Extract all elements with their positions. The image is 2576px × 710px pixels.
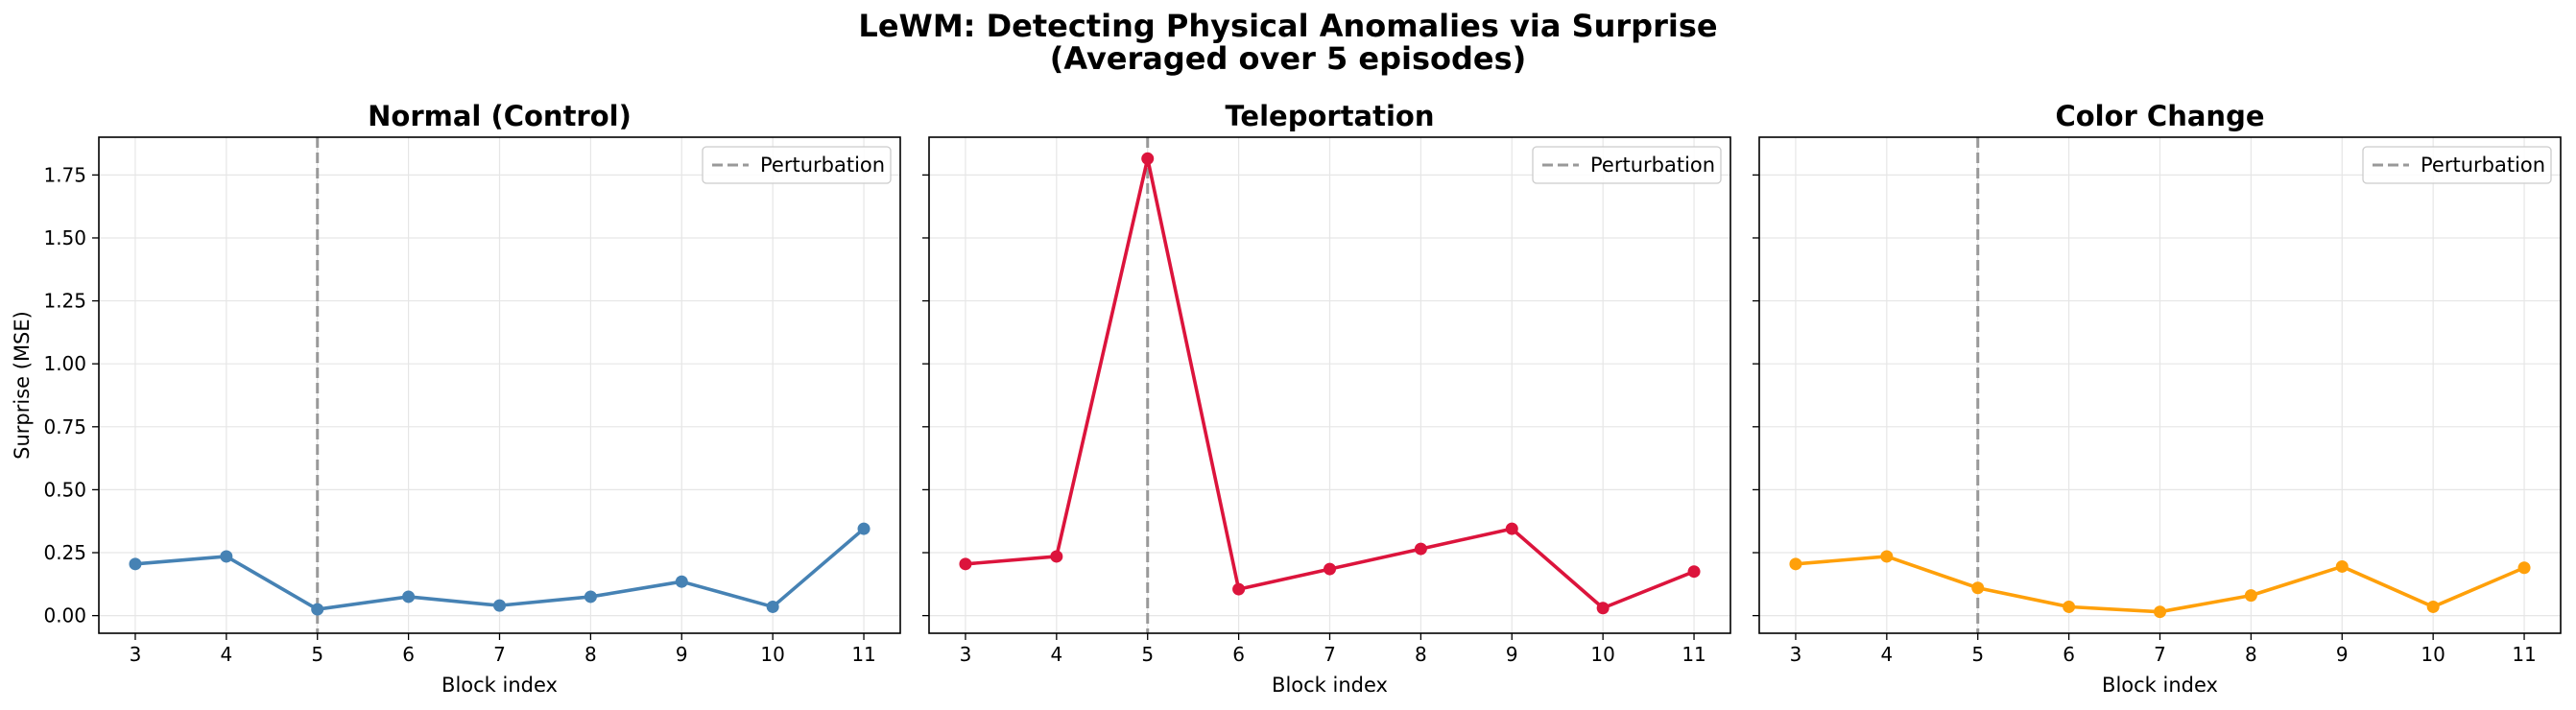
data-point bbox=[584, 590, 597, 604]
data-point bbox=[2335, 559, 2349, 573]
x-tick-label: 3 bbox=[960, 643, 972, 666]
data-point bbox=[675, 575, 688, 588]
legend-label: Perturbation bbox=[2421, 154, 2545, 177]
axes-frame bbox=[928, 136, 1731, 634]
data-point bbox=[1505, 522, 1518, 535]
x-tick-label: 10 bbox=[2421, 643, 2445, 666]
axes-frame bbox=[98, 136, 901, 634]
data-point bbox=[220, 550, 233, 563]
figure-title-line-1: LeWM: Detecting Physical Anomalies via S… bbox=[858, 8, 1717, 44]
data-point bbox=[959, 557, 972, 571]
figure-title-line-2: (Averaged over 5 episodes) bbox=[1050, 40, 1527, 77]
data-point bbox=[857, 522, 871, 535]
x-tick-label: 7 bbox=[2154, 643, 2166, 666]
data-point bbox=[1050, 550, 1063, 563]
data-point bbox=[493, 599, 506, 612]
data-point bbox=[2063, 600, 2076, 613]
x-tick-label: 6 bbox=[1232, 643, 1245, 666]
grid bbox=[1759, 137, 2561, 633]
grid bbox=[929, 137, 1730, 633]
data-point bbox=[1596, 602, 1610, 615]
x-tick-label: 4 bbox=[1880, 643, 1893, 666]
x-tick-label: 4 bbox=[1050, 643, 1062, 666]
data-point bbox=[766, 600, 779, 613]
x-tick-label: 5 bbox=[1971, 643, 1984, 666]
legend-box bbox=[1532, 146, 1722, 184]
x-tick-label: 8 bbox=[1415, 643, 1427, 666]
y-tick-label: 1.50 bbox=[43, 226, 86, 249]
y-axis-label: Surprise (MSE) bbox=[11, 311, 34, 460]
y-tick-label: 1.00 bbox=[43, 352, 86, 375]
legend: Perturbation bbox=[1532, 146, 1722, 184]
x-tick-label: 3 bbox=[130, 643, 142, 666]
data-point bbox=[2517, 561, 2531, 575]
legend-label: Perturbation bbox=[1590, 154, 1715, 177]
legend-box bbox=[2362, 146, 2552, 184]
y-tick-label: 0.00 bbox=[43, 604, 86, 627]
panel-teleportation: 3 4 5 6 7 8 9 10 11 Teleportation Block index Pertu… bbox=[922, 100, 1731, 697]
x-tick-label: 9 bbox=[1506, 643, 1518, 666]
data-point bbox=[1141, 152, 1155, 165]
panel-title: Normal (Control) bbox=[368, 100, 632, 132]
x-axis-label: Block index bbox=[1272, 674, 1388, 697]
x-tick-label: 7 bbox=[493, 643, 506, 666]
y-tick-label: 1.75 bbox=[43, 163, 86, 186]
panel-normal-control: 3 4 5 6 7 8 9 10 11 0.00 0.25 0.50 0.75 1.00 1.25 1.50 1… bbox=[11, 100, 901, 697]
x-tick-label: 5 bbox=[311, 643, 323, 666]
x-tick-label: 10 bbox=[1590, 643, 1614, 666]
data-point bbox=[1324, 562, 1336, 576]
y-tick-label: 0.75 bbox=[43, 415, 86, 438]
panel-color-change: 3 4 5 6 7 8 9 10 11 Color Change Block index Pertur… bbox=[1753, 100, 2562, 697]
data-point bbox=[1880, 550, 1894, 563]
data-point bbox=[2426, 600, 2440, 613]
data-point bbox=[1232, 582, 1246, 596]
x-tick-label: 8 bbox=[584, 643, 597, 666]
x-tick-label: 9 bbox=[2336, 643, 2349, 666]
data-point bbox=[129, 557, 142, 571]
data-point bbox=[311, 603, 324, 616]
x-tick-label: 11 bbox=[2512, 643, 2536, 666]
x-tick-label: 11 bbox=[851, 643, 875, 666]
legend: Perturbation bbox=[2362, 146, 2552, 184]
data-point bbox=[1687, 565, 1701, 579]
x-tick-label: 11 bbox=[1682, 643, 1705, 666]
data-point bbox=[1414, 542, 1427, 556]
x-tick-label: 9 bbox=[676, 643, 688, 666]
data-point bbox=[1971, 581, 1985, 595]
data-point bbox=[1789, 557, 1802, 571]
y-tick-label: 0.50 bbox=[43, 478, 86, 501]
legend-label: Perturbation bbox=[760, 154, 885, 177]
x-axis-label: Block index bbox=[2102, 674, 2218, 697]
x-axis-label: Block index bbox=[441, 674, 558, 697]
axes-frame bbox=[1758, 136, 2562, 634]
x-tick-label: 6 bbox=[2063, 643, 2075, 666]
panel-title: Color Change bbox=[2055, 100, 2264, 132]
data-point bbox=[2154, 605, 2166, 619]
x-tick-label: 7 bbox=[1324, 643, 1336, 666]
y-tick-label: 1.25 bbox=[43, 290, 86, 313]
legend: Perturbation bbox=[702, 146, 892, 184]
legend-box bbox=[702, 146, 892, 184]
x-tick-label: 10 bbox=[760, 643, 784, 666]
data-point bbox=[402, 590, 416, 604]
data-point bbox=[2244, 589, 2257, 603]
y-tick-label: 0.25 bbox=[43, 541, 86, 564]
x-tick-label: 8 bbox=[2245, 643, 2257, 666]
x-tick-label: 5 bbox=[1141, 643, 1154, 666]
x-tick-label: 3 bbox=[1790, 643, 1802, 666]
panel-title: Teleportation bbox=[1226, 100, 1435, 132]
x-tick-label: 6 bbox=[402, 643, 415, 666]
x-tick-label: 4 bbox=[220, 643, 232, 666]
